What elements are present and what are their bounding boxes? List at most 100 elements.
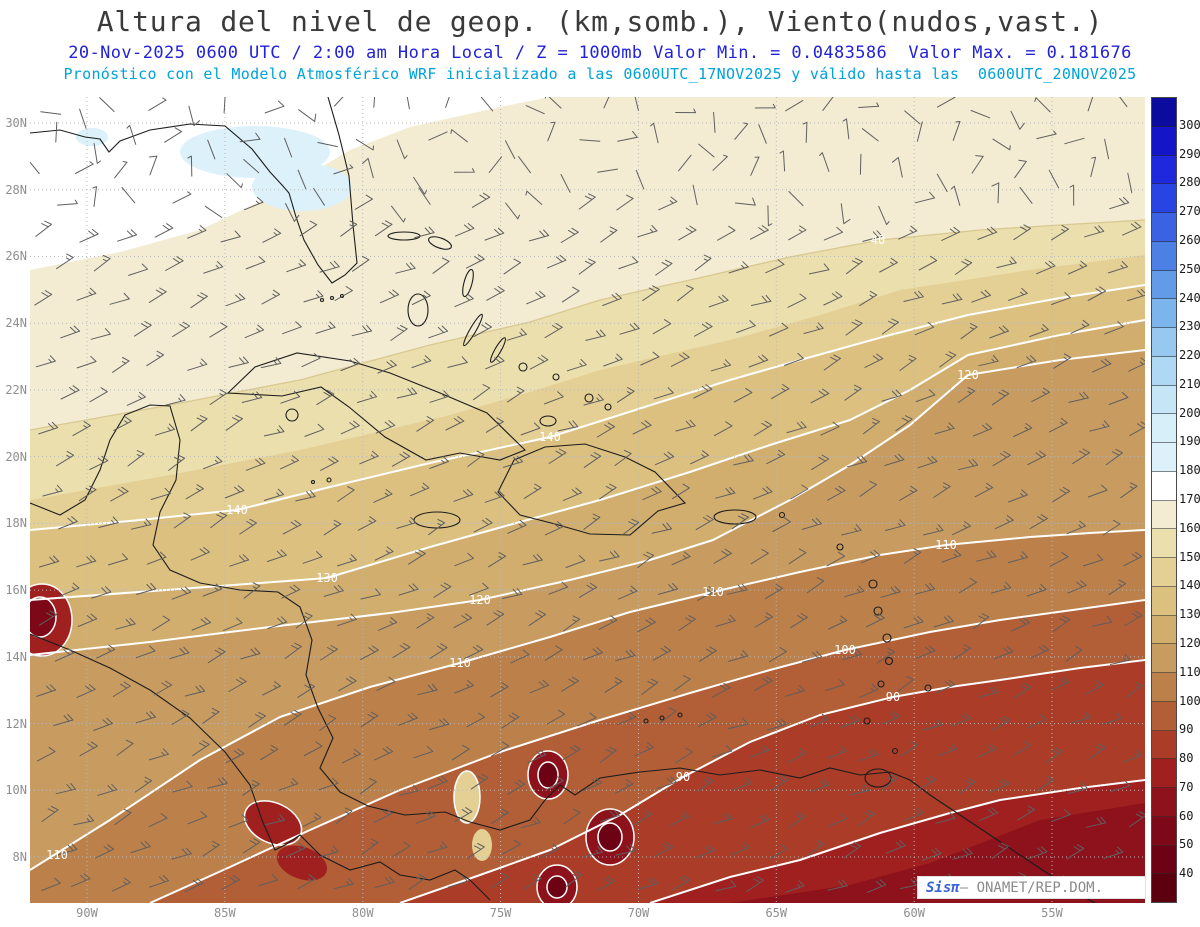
high-terrain-spot bbox=[454, 771, 480, 823]
turks bbox=[604, 403, 612, 411]
watermark: Sisπ — ONAMET/REP.DOM. bbox=[917, 876, 1146, 899]
contour-line-100 bbox=[149, 599, 1145, 903]
colorbar-cell bbox=[1152, 213, 1176, 242]
low-blob-core bbox=[30, 597, 56, 637]
colorbar bbox=[1151, 97, 1177, 903]
contour-label: 110 bbox=[935, 538, 957, 552]
colorbar-tick-label: 260 bbox=[1179, 232, 1200, 247]
low-blob-core bbox=[598, 823, 622, 851]
colorbar-cell bbox=[1152, 500, 1176, 530]
coastline-central-america-caribbean bbox=[30, 404, 471, 823]
lat-tick-label: 18N bbox=[5, 516, 27, 531]
antilles-island bbox=[877, 680, 885, 688]
lon-tick-label: 60W bbox=[903, 906, 925, 920]
antilles-island bbox=[868, 579, 878, 589]
puerto-rico bbox=[713, 509, 757, 525]
lat-tick-label: 10N bbox=[5, 783, 27, 798]
colorbar-cell bbox=[1152, 730, 1176, 760]
lat-tick-label: 26N bbox=[5, 249, 27, 264]
colorbar-cell bbox=[1152, 759, 1176, 788]
aruba-curacao-bonaire bbox=[659, 715, 665, 721]
contour-label: 130 bbox=[316, 571, 338, 585]
lat-tick-label: 14N bbox=[5, 649, 27, 664]
contour-line-110 bbox=[30, 529, 1145, 871]
colorbar-cell bbox=[1152, 328, 1176, 357]
wind-barbs bbox=[30, 97, 1145, 894]
lat-tick-label: 20N bbox=[5, 449, 27, 464]
colorbar-tick-label: 70 bbox=[1179, 779, 1194, 794]
barbados bbox=[924, 684, 932, 692]
colorbar-tick-label: 300 bbox=[1179, 117, 1200, 132]
contour-label: 110 bbox=[46, 848, 68, 862]
contour-ring bbox=[585, 808, 635, 866]
lat-tick-label: 24N bbox=[5, 316, 27, 331]
height-contour-lines bbox=[30, 219, 1145, 903]
virgin-islands bbox=[778, 511, 786, 519]
colorbar-tick-label: 220 bbox=[1179, 348, 1200, 363]
contour-label: 140 bbox=[539, 430, 561, 444]
colorbar-cell bbox=[1152, 241, 1176, 271]
chart-subtitle-validtime: 20-Nov-2025 0600 UTC / 2:00 am Hora Loca… bbox=[68, 43, 1132, 63]
lat-tick-label: 22N bbox=[5, 382, 27, 397]
lat-tick-label: 8N bbox=[12, 850, 27, 865]
colorbar-tick-label: 280 bbox=[1179, 175, 1200, 190]
latitude-axis: 30N 28N 26N 24N 22N 20N 18N 16N 14N 12N 10N 8N bbox=[2, 97, 27, 903]
contour-label: 110 bbox=[702, 585, 724, 599]
chart-title: Altura del nivel de geop. (km,somb.), Vi… bbox=[96, 5, 1104, 38]
antilles-island bbox=[882, 633, 892, 643]
contour-label: 100 bbox=[834, 643, 856, 657]
lon-tick-label: 65W bbox=[765, 906, 788, 920]
colorbar-cell bbox=[1152, 673, 1176, 702]
contour-line-130 bbox=[30, 319, 1145, 601]
colorbar-tick-label: 270 bbox=[1179, 204, 1200, 219]
coastline-gulf-florida bbox=[30, 97, 358, 284]
contour-label: 90 bbox=[676, 770, 690, 784]
colorbar-cell bbox=[1152, 414, 1176, 443]
colorbar-cell bbox=[1152, 184, 1176, 213]
colorbar-tick-label: 290 bbox=[1179, 146, 1200, 161]
watermark-org: — ONAMET/REP.DOM. bbox=[959, 879, 1104, 896]
coastline-cuba bbox=[226, 352, 526, 461]
colorbar-tick-label: 230 bbox=[1179, 319, 1200, 334]
lon-tick-label: 55W bbox=[1041, 906, 1063, 920]
colorbar-cell bbox=[1152, 558, 1176, 587]
colorbar-cell bbox=[1152, 126, 1176, 156]
shaded-height-bands bbox=[30, 97, 1145, 903]
bahamas-island bbox=[518, 362, 528, 372]
antilles-island bbox=[884, 656, 894, 666]
colorbar-tick-label: 80 bbox=[1179, 751, 1194, 766]
contour-ring bbox=[453, 770, 481, 824]
tobago bbox=[891, 747, 899, 755]
map-canvas: 40 140 140 130 120 120 110 110 110 110 100 90 90 bbox=[30, 97, 1145, 903]
colorbar-cell bbox=[1152, 98, 1176, 127]
lon-tick-label: 70W bbox=[627, 906, 650, 920]
colorbar-cell bbox=[1152, 270, 1176, 300]
colorbar-cell bbox=[1152, 874, 1176, 902]
colorbar-tick-label: 180 bbox=[1179, 463, 1200, 478]
cayman bbox=[326, 477, 332, 483]
contour-label: 110 bbox=[449, 656, 471, 670]
bahamas-island bbox=[462, 268, 474, 298]
lon-tick-label: 90W bbox=[76, 906, 98, 920]
colorbar-cell bbox=[1152, 155, 1176, 185]
coastlines bbox=[30, 97, 1096, 903]
colorbar-cell bbox=[1152, 299, 1176, 328]
aruba-curacao-bonaire bbox=[643, 718, 649, 724]
colorbar-tick-label: 90 bbox=[1179, 722, 1194, 737]
colorbar-cell bbox=[1152, 788, 1176, 817]
colorbar-tick-label: 60 bbox=[1179, 808, 1194, 823]
colorbar-tick-label: 190 bbox=[1179, 434, 1200, 449]
contour-ring bbox=[527, 750, 569, 800]
colorbar-cell bbox=[1152, 529, 1176, 558]
florida-keys bbox=[329, 295, 335, 301]
colorbar-cell bbox=[1152, 845, 1176, 875]
lat-tick-label: 30N bbox=[5, 116, 27, 130]
colorbar-tick-label: 170 bbox=[1179, 492, 1200, 506]
colorbar-tick-label: 100 bbox=[1179, 693, 1200, 708]
colorbar-tick-label: 150 bbox=[1179, 549, 1200, 564]
florida-keys bbox=[319, 297, 325, 303]
contour-value-labels: 40 140 140 130 120 120 110 110 110 110 100 90 90 bbox=[46, 233, 979, 862]
contour-label: 120 bbox=[469, 593, 491, 607]
band-180-190-patch bbox=[252, 163, 352, 211]
lon-tick-label: 75W bbox=[489, 906, 512, 920]
